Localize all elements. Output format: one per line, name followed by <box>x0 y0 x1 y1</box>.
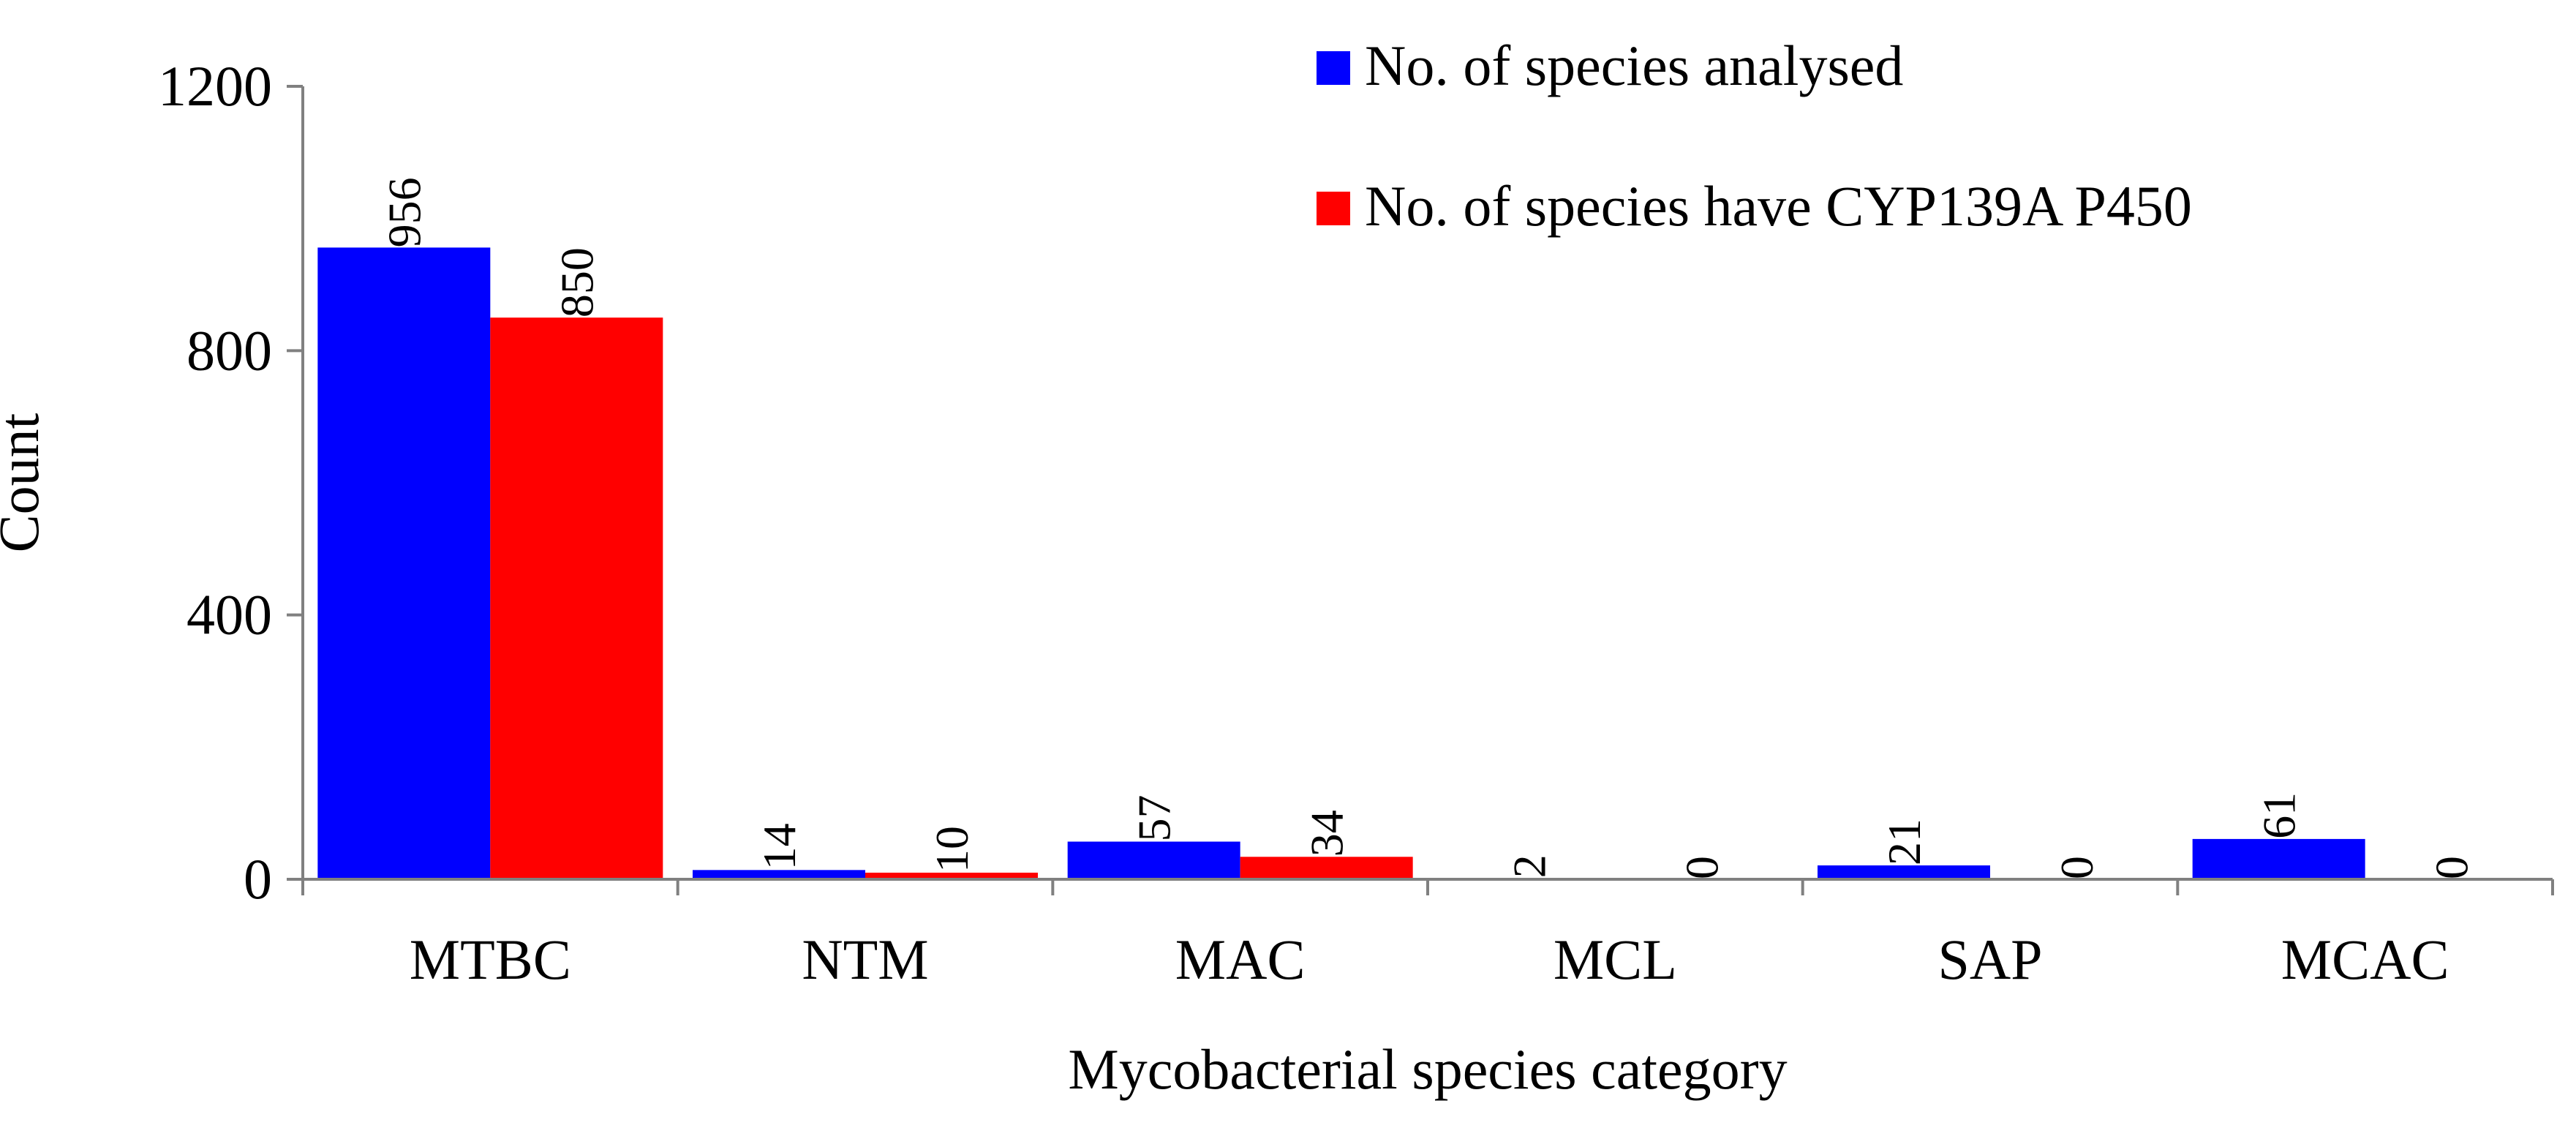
bar-ntm-series-0 <box>693 870 865 879</box>
x-tick-label-mtbc: MTBC <box>410 928 571 991</box>
data-label-ntm-series-0: 14 <box>753 823 805 870</box>
bar-mac-series-1 <box>1240 857 1413 879</box>
x-tick-label-mcac: MCAC <box>2281 928 2449 991</box>
bar-mac-series-0 <box>1067 841 1240 879</box>
data-label-ntm-series-1: 10 <box>926 826 978 873</box>
axes-layer <box>287 85 2554 895</box>
bar-mtbc-series-1 <box>490 317 663 880</box>
bar-ntm-series-1 <box>865 872 1038 879</box>
data-label-mtbc-series-0: 956 <box>378 177 430 247</box>
data-label-mcac-series-1: 0 <box>2426 856 2478 879</box>
y-axis-title: Count <box>0 413 50 552</box>
y-tick-label-800: 800 <box>187 318 272 382</box>
data-label-mac-series-0: 57 <box>1129 795 1180 842</box>
bar-sap-series-0 <box>1818 865 1990 879</box>
labels-layer: 956 850 MTBC 14 10 NTM 57 34 MAC 2 0 MCL 21 0 SAP 61 0 MC… <box>158 54 2478 991</box>
data-label-sap-series-0: 21 <box>1878 819 1930 865</box>
bar-mtbc-series-0 <box>317 247 491 879</box>
y-tick-label-1200: 1200 <box>158 54 272 118</box>
data-label-sap-series-1: 0 <box>2051 856 2103 879</box>
legend-label-species-analysed: No. of species analysed <box>1365 34 1903 97</box>
x-tick-label-mac: MAC <box>1175 928 1306 991</box>
x-axis-title: Mycobacterial species category <box>1068 1037 1787 1101</box>
legend-label-species-cyp139a: No. of species have CYP139A P450 <box>1365 174 2192 238</box>
bar-mcac-series-0 <box>2192 838 2365 879</box>
legend: No. of species analysed No. of species h… <box>1317 34 2192 238</box>
data-label-mcl-series-1: 0 <box>1676 856 1728 879</box>
x-tick-label-mcl: MCL <box>1553 928 1677 991</box>
x-tick-label-sap: SAP <box>1937 928 2042 991</box>
y-tick-label-400: 400 <box>187 583 272 647</box>
data-label-mcac-series-0: 61 <box>2253 792 2305 839</box>
data-label-mac-series-1: 34 <box>1301 810 1353 857</box>
x-tick-label-ntm: NTM <box>802 928 928 991</box>
data-label-mtbc-series-1: 850 <box>551 247 603 317</box>
y-tick-label-0: 0 <box>244 847 272 911</box>
legend-swatch-species-cyp139a <box>1317 192 1350 225</box>
legend-swatch-species-analysed <box>1317 51 1350 85</box>
data-label-mcl-series-0: 2 <box>1503 854 1555 878</box>
bars-layer <box>317 247 2365 880</box>
